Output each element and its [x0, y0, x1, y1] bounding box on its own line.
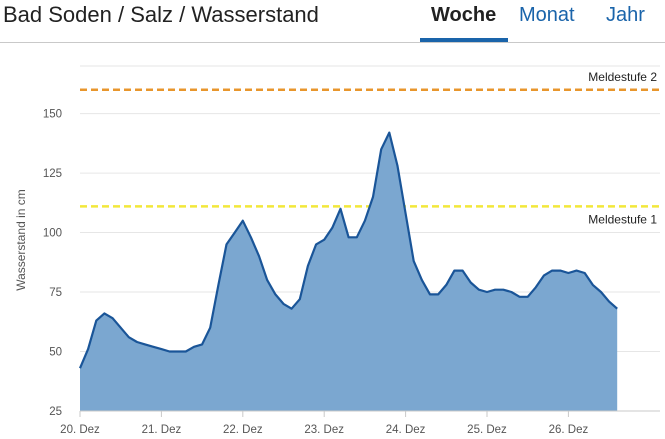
x-tick-label: 22. Dez: [223, 424, 263, 436]
x-tick-label: 26. Dez: [549, 424, 589, 436]
water-level-chart: Meldestufe 2 Meldestufe 1 25 50 75 100 125 150…: [14, 65, 660, 436]
x-tick-label: 23. Dez: [304, 424, 344, 436]
threshold-label: Meldestufe 1: [588, 212, 657, 226]
active-tab-indicator: [420, 38, 508, 42]
series-layer: [78, 131, 618, 411]
y-axis-label: Wasserstand in cm: [14, 189, 28, 291]
page-title: Bad Soden / Salz / Wasserstand: [3, 2, 319, 27]
tab-woche[interactable]: Woche: [431, 4, 497, 26]
axes: 25 50 75 100 125 150 20. Dez 21. Dez 22. Dez 23. …: [43, 109, 660, 436]
header: Bad Soden / Salz / Wasserstand Woche Mon…: [0, 0, 665, 44]
x-tick-label: 20. Dez: [60, 424, 100, 436]
tab-jahr[interactable]: Jahr: [606, 4, 645, 26]
tab-monat[interactable]: Monat: [519, 4, 575, 26]
y-tick-label: 25: [49, 406, 62, 418]
y-tick-label: 125: [43, 168, 62, 180]
y-tick-label: 150: [43, 109, 62, 121]
x-tick-label: 25. Dez: [467, 424, 507, 436]
series-area: [80, 132, 618, 411]
y-tick-label: 100: [43, 228, 62, 240]
y-tick-label: 50: [49, 347, 62, 359]
series-line: [78, 131, 618, 369]
header-divider: [0, 42, 665, 43]
x-tick-label: 24. Dez: [386, 424, 426, 436]
y-tick-label: 75: [49, 287, 62, 299]
x-tick-label: 21. Dez: [142, 424, 182, 436]
threshold-label: Meldestufe 2: [588, 70, 657, 84]
